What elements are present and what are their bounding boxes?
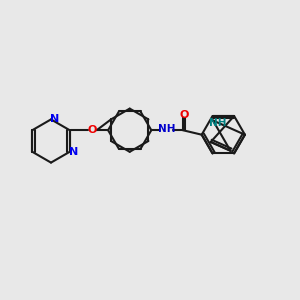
Text: N: N — [69, 147, 78, 157]
Text: O: O — [180, 110, 189, 120]
Text: NH: NH — [158, 124, 175, 134]
Text: N: N — [50, 114, 59, 124]
Text: NH: NH — [209, 118, 226, 128]
Text: O: O — [88, 125, 97, 135]
